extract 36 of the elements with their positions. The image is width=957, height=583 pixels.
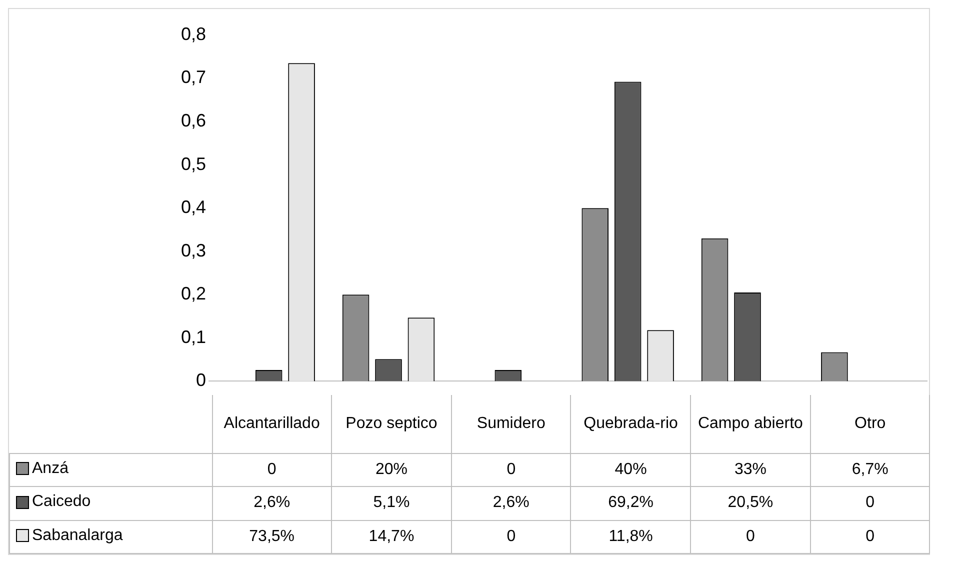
data-label: 0 [810,520,930,554]
data-label: 0 [212,453,332,486]
data-label: 73,5% [212,520,332,554]
data-label: 0 [810,486,930,520]
data-label: 20% [332,453,452,486]
x-tick-label: Otro [810,395,930,453]
data-label: 20,5% [690,486,810,520]
x-tick-label: Sumidero [451,395,571,453]
y-tick-label: 0,8 [180,24,206,44]
data-label: 5,1% [332,486,452,520]
data-label: 14,7% [332,520,452,554]
data-label: 0 [690,520,810,554]
data-label: 0 [451,520,571,554]
data-label: 33% [690,453,810,486]
legend-label: Caicedo [32,493,91,511]
y-tick-label: 0 [196,370,206,390]
x-tick-label: Alcantarillado [212,395,332,453]
y-tick-label: 0,1 [180,326,206,347]
data-label: 40% [570,453,691,486]
legend-label: Sabanalarga [32,526,123,544]
x-tick-label: Quebrada-rio [570,395,691,453]
x-tick-label: Pozo septico [332,395,452,453]
y-tick-label: 0,2 [180,284,206,304]
y-tick-label: 0,6 [180,110,206,131]
data-label: 11,8% [570,520,691,554]
data-label: 2,6% [451,486,571,520]
y-tick-label: 0,5 [180,154,206,174]
y-tick-label: 0,4 [180,197,206,218]
y-tick-label: 0,7 [180,67,206,88]
data-label: 0 [451,453,571,486]
data-label: 69,2% [570,486,691,520]
data-label: 6,7% [810,453,930,486]
data-label: 2,6% [212,486,332,520]
y-tick-label: 0,3 [180,240,206,260]
legend-label: Anzá [32,460,68,478]
x-tick-label: Campo abierto [690,395,810,453]
